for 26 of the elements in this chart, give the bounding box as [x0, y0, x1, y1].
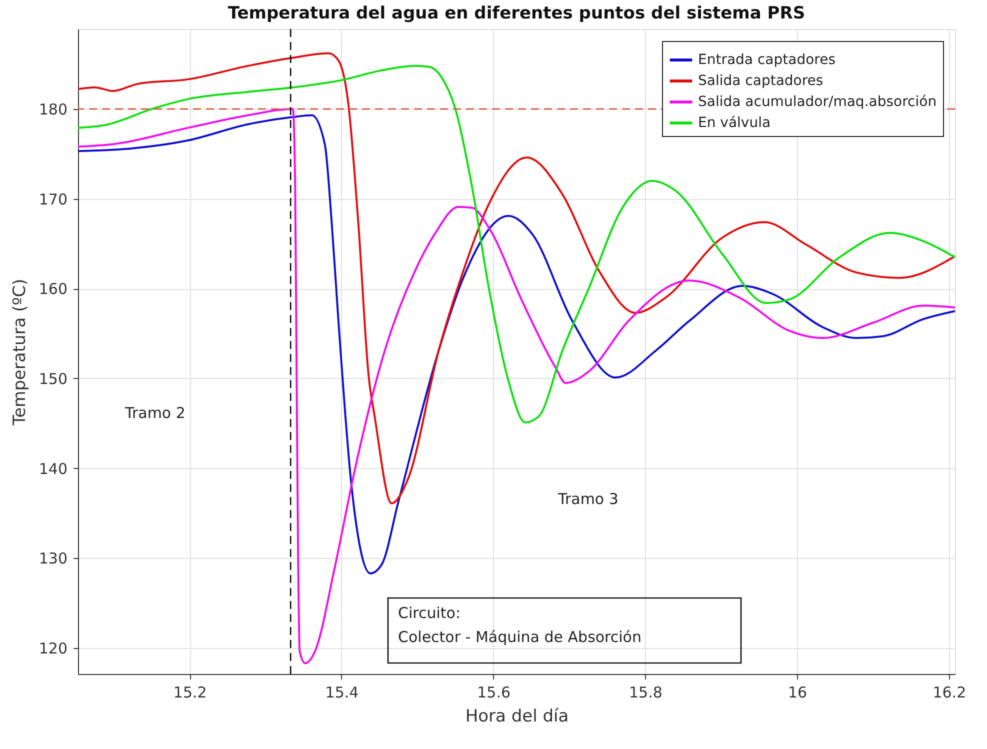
- y-axis-title: Temperatura (ºC): [10, 278, 30, 426]
- x-tick-label: 15.6: [477, 684, 511, 702]
- legend-label: Salida captadores: [698, 73, 824, 89]
- line-series: [78, 108, 955, 664]
- x-tick-label: 15.4: [325, 684, 359, 702]
- annotation: Tramo 3: [557, 490, 618, 508]
- legend-label: Entrada captadores: [698, 52, 836, 68]
- x-tick-label: 15.8: [629, 684, 662, 702]
- y-tick-label: 130: [38, 550, 68, 568]
- legend-label: En válvula: [698, 115, 771, 131]
- line-series: [78, 114, 955, 574]
- line-series: [78, 52, 955, 504]
- y-tick-label: 150: [38, 370, 68, 388]
- y-tick-label: 180: [38, 100, 68, 118]
- x-axis-title: Hora del día: [465, 706, 569, 726]
- x-tick-label: 16: [788, 684, 808, 702]
- y-tick-label: 140: [38, 460, 68, 478]
- x-tick-label: 15.2: [173, 684, 207, 702]
- y-tick-label: 120: [38, 639, 68, 658]
- chart-title: Temperatura del agua en diferentes puntos del sistema PRS: [228, 3, 806, 24]
- legend-label: Salida acumulador/maq.absorción: [698, 94, 937, 110]
- annotation: Circuito: Colector - Máquina de Absorción: [398, 604, 642, 646]
- annotation: Tramo 2: [124, 404, 186, 422]
- y-tick-label: 160: [38, 280, 68, 298]
- x-tick-label: 16.2: [932, 684, 966, 702]
- y-tick-label: 170: [38, 190, 68, 208]
